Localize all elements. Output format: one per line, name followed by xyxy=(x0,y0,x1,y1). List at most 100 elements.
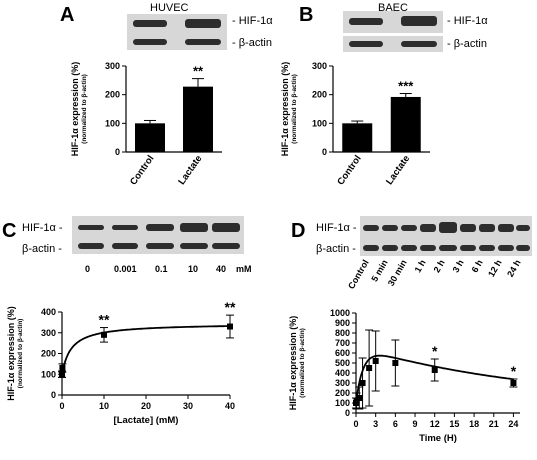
conc-label: 0.001 xyxy=(114,264,137,274)
time-label-group: 1 h xyxy=(413,258,428,274)
x-tick-label: 24 xyxy=(508,419,518,429)
x-tick-label: 30 xyxy=(183,401,193,411)
hif-label-d: HIF-1α - xyxy=(316,222,357,234)
y-axis-label: HIF-1α expression (%) (normalized to β-ac… xyxy=(6,306,24,401)
y-tick-label: 0 xyxy=(322,147,327,157)
time-label: 24 h xyxy=(505,258,523,279)
data-point xyxy=(59,365,66,372)
y-axis-title: HIF-1α expression (%) xyxy=(70,62,80,157)
y-tick-label: 0 xyxy=(345,408,350,418)
time-label: 30 min xyxy=(386,258,409,288)
time-label: 1 h xyxy=(413,258,428,274)
blot-actin-d xyxy=(360,240,532,256)
x-axis-title: Time (H) xyxy=(419,433,457,444)
band xyxy=(401,16,437,26)
y-axis-subtitle: (normalized to β-actin) xyxy=(81,74,88,144)
y-tick-label: 600 xyxy=(335,348,350,358)
y-axis-subtitle: (normalized to β-actin) xyxy=(17,319,24,389)
conc-label: 10 xyxy=(188,264,199,274)
actin-label-a: - β-actin xyxy=(232,37,272,49)
y-tick-label: 700 xyxy=(335,338,350,348)
cell-type-label-a: HUVEC xyxy=(150,2,189,14)
y-tick-label: 100 xyxy=(41,369,56,379)
band xyxy=(401,245,417,251)
hif-label-b: - HIF-1α xyxy=(447,15,488,27)
data-point xyxy=(366,365,373,371)
x-tick-label: 40 xyxy=(225,401,235,411)
hif-label-c: HIF-1α - xyxy=(22,222,63,234)
conc-label: 0.1 xyxy=(155,264,168,274)
significance-marker: ** xyxy=(193,64,204,79)
x-tick-label: 21 xyxy=(489,419,499,429)
x-tick-label: 0 xyxy=(353,419,358,429)
time-label-group: 6 h xyxy=(470,258,485,274)
y-axis-title: HIF-1α expression (%) xyxy=(288,316,298,411)
time-label-group: 2 h xyxy=(432,258,447,274)
band xyxy=(185,39,221,45)
time-label: Control xyxy=(346,258,371,291)
blot-actin-a xyxy=(127,34,227,50)
x-tick-label: 6 xyxy=(393,419,398,429)
panel-label-b: B xyxy=(299,4,314,26)
band xyxy=(516,225,530,231)
band xyxy=(146,224,174,231)
band xyxy=(420,245,436,251)
y-axis-title: HIF-1α expression (%) xyxy=(280,62,290,157)
blot-actin-b xyxy=(343,36,443,52)
y-tick-label: 200 xyxy=(105,90,120,100)
band xyxy=(212,243,240,249)
bar xyxy=(183,86,213,152)
y-tick-label: 400 xyxy=(335,368,350,378)
band xyxy=(420,224,436,232)
blot-hif-a xyxy=(127,14,227,34)
band xyxy=(498,224,514,232)
band xyxy=(460,224,476,232)
band xyxy=(439,245,457,251)
band xyxy=(479,245,495,251)
blot-hif-d xyxy=(360,216,532,240)
y-tick-label: 800 xyxy=(335,328,350,338)
time-label: 6 h xyxy=(470,258,485,274)
data-point xyxy=(392,360,399,366)
time-label-group: 3 h xyxy=(451,258,466,274)
data-point xyxy=(356,395,363,401)
bar xyxy=(342,123,373,152)
y-axis-label: HIF-1α expression (%) (normalized to β-ac… xyxy=(70,62,88,157)
significance-marker: *** xyxy=(398,79,414,94)
significance-marker: ** xyxy=(99,312,110,328)
y-tick-label: 1000 xyxy=(330,308,350,318)
x-tick-label: 15 xyxy=(449,419,459,429)
y-tick-label: 100 xyxy=(312,118,327,128)
time-label-group: 24 h xyxy=(505,258,523,279)
band xyxy=(498,245,514,251)
band xyxy=(112,225,138,230)
y-axis-subtitle: (normalized to β-actin) xyxy=(299,328,306,398)
x-tick-label: 0 xyxy=(59,401,64,411)
band xyxy=(180,243,208,249)
time-label: 12 h xyxy=(486,258,504,279)
band xyxy=(349,41,383,47)
significance-marker: ** xyxy=(225,299,236,315)
data-point xyxy=(59,371,66,378)
time-label-group: Control xyxy=(346,258,371,291)
band xyxy=(78,225,104,230)
blot-actin-c xyxy=(72,238,244,254)
time-label: 2 h xyxy=(432,258,447,274)
y-tick-label: 100 xyxy=(105,118,120,128)
y-tick-label: 300 xyxy=(41,328,56,338)
data-point xyxy=(359,380,366,386)
conc-label: 0 xyxy=(85,264,91,274)
band xyxy=(460,245,476,251)
conc-label: 40 xyxy=(216,264,227,274)
bar xyxy=(390,96,421,152)
series-line xyxy=(61,325,230,375)
band xyxy=(185,19,221,28)
y-axis-label: HIF-1α expression (%) (normalized to β-ac… xyxy=(288,316,306,411)
conc-unit: mM xyxy=(236,264,252,274)
blot-hif-b xyxy=(343,11,443,33)
x-axis-title: [Lactate] (mM) xyxy=(114,415,179,426)
band xyxy=(180,223,208,232)
band xyxy=(382,245,398,251)
